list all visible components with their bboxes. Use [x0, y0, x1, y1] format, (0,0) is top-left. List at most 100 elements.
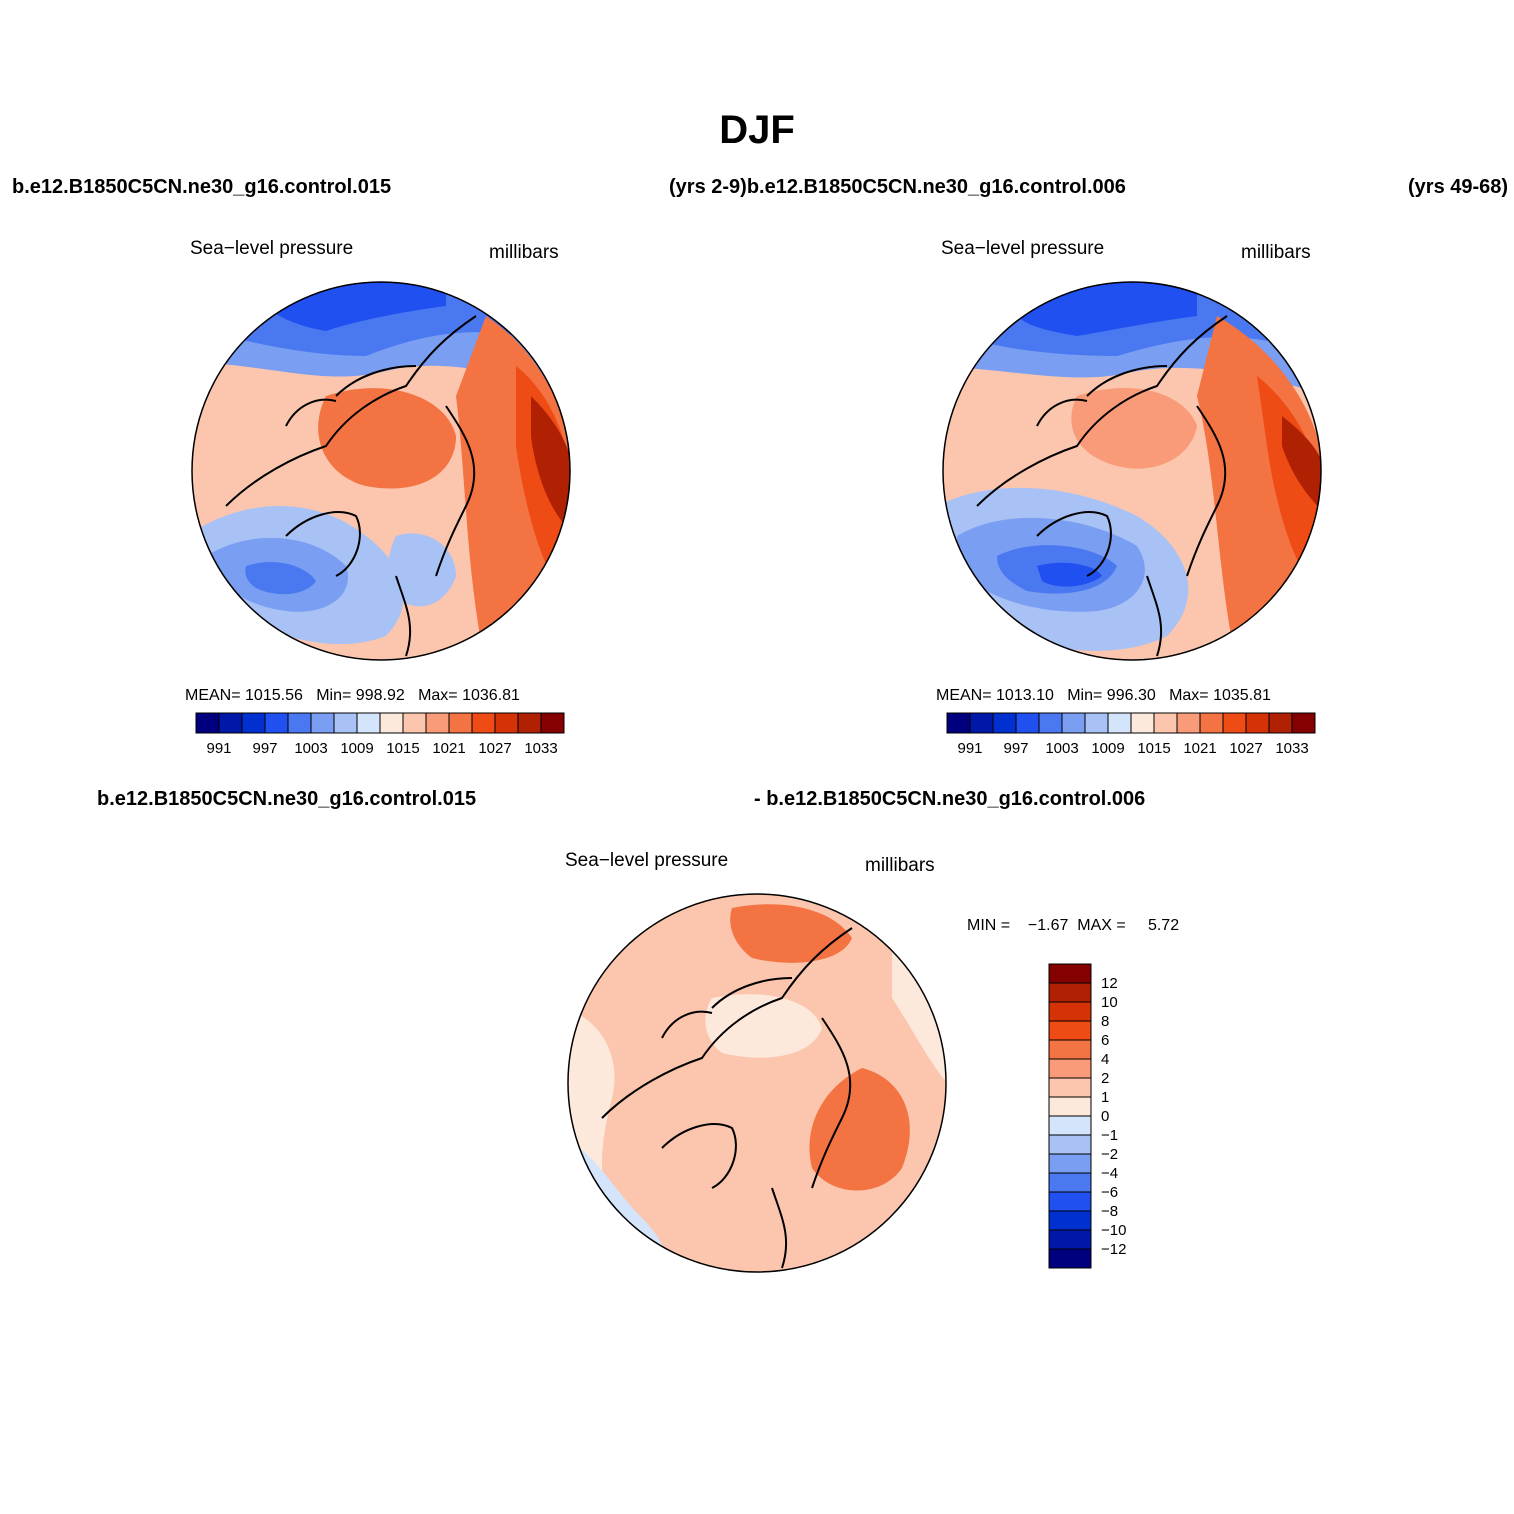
colorbar1-cell	[218, 712, 243, 734]
colorbar2-cell	[946, 712, 971, 734]
colorbar1-cell	[517, 712, 542, 734]
panel2-max-label: Max=	[1169, 687, 1209, 704]
colorbar1-label: 1015	[386, 740, 419, 757]
colorbar2-cell	[1268, 712, 1293, 734]
colorbar1-cell	[195, 712, 220, 734]
colorbar3-cell	[1048, 1039, 1092, 1060]
panel3-units-label: millibars	[865, 855, 935, 876]
diff-case-label-left: b.e12.B1850C5CN.ne30_g16.control.015	[97, 788, 477, 810]
map-panel-2	[942, 281, 1322, 661]
colorbar2-cell	[1015, 712, 1040, 734]
colorbar-panel-1: 991 997 1003 1009 1015 1021 1027 1033	[195, 712, 565, 757]
colorbar3-label: 8	[1101, 1013, 1109, 1030]
colorbar1-label: 1003	[294, 740, 327, 757]
colorbar3-cell	[1048, 1191, 1092, 1212]
panel1-units-label: millibars	[489, 242, 559, 263]
colorbar1-labels: 991 997 1003 1009 1015 1021 1027 1033	[206, 740, 557, 757]
colorbar3-cell	[1048, 1058, 1092, 1079]
colorbar3-cell	[1048, 1115, 1092, 1136]
map3-border	[567, 893, 947, 1273]
colorbar1-label: 1033	[524, 740, 557, 757]
colorbar3-label: −8	[1101, 1203, 1118, 1220]
panel2-max-value: 1035.81	[1213, 687, 1271, 704]
map2-border	[942, 281, 1322, 661]
colorbar3-label: −2	[1101, 1146, 1118, 1163]
colorbar2-cell	[1107, 712, 1132, 734]
map1-low-south-east	[388, 533, 456, 607]
colorbar2-label: 1027	[1229, 740, 1262, 757]
panel2-mean-label: MEAN=	[936, 687, 992, 704]
map3-high-north	[730, 904, 852, 963]
main-title: DJF	[719, 108, 795, 152]
colorbar3-cell	[1048, 1096, 1092, 1117]
colorbar3-cell	[1048, 1153, 1092, 1174]
diff-case-label-right: - b.e12.B1850C5CN.ne30_g16.control.006	[754, 788, 1146, 810]
map3-zero-center	[705, 994, 822, 1058]
colorbar2-label: 991	[957, 740, 982, 757]
colorbar1-cell	[379, 712, 404, 734]
colorbar1-label: 1027	[478, 740, 511, 757]
colorbar1-cell	[287, 712, 312, 734]
colorbar3-cell	[1048, 1172, 1092, 1193]
panel2-stats: MEAN= 1013.10 Min= 996.30 Max= 1035.81	[936, 687, 1271, 705]
colorbar1-label: 997	[252, 740, 277, 757]
colorbar2-cell	[1222, 712, 1247, 734]
colorbar3-cell	[1048, 1020, 1092, 1041]
panel1-variable-label: Sea−level pressure	[190, 238, 354, 259]
colorbar1-cell	[310, 712, 335, 734]
colorbar3-label: 1	[1101, 1089, 1109, 1106]
colorbar2-cell	[1130, 712, 1155, 734]
panel1-min-label: Min=	[316, 687, 352, 704]
colorbar3-cell	[1048, 1134, 1092, 1155]
colorbar2-cell	[1176, 712, 1201, 734]
colorbar2-label: 1021	[1183, 740, 1216, 757]
panel3-variable-label: Sea−level pressure	[565, 850, 729, 871]
colorbar2-cell	[1199, 712, 1224, 734]
panel1-stats: MEAN= 1015.56 Min= 998.92 Max= 1036.81	[185, 687, 520, 705]
colorbar3-cell	[1048, 1248, 1092, 1269]
panel2-units-label: millibars	[1241, 242, 1311, 263]
colorbar3-label: 4	[1101, 1051, 1109, 1068]
colorbar3-cell	[1048, 1077, 1092, 1098]
colorbar3-label: 12	[1101, 975, 1118, 992]
map2-high-center	[1071, 387, 1197, 469]
colorbar1-cells	[195, 712, 565, 734]
case-label-left: b.e12.B1850C5CN.ne30_g16.control.015	[12, 176, 392, 198]
map1-coastlines	[225, 315, 477, 657]
colorbar3-label: −1	[1101, 1127, 1118, 1144]
colorbar3-cell	[1048, 1001, 1092, 1022]
colorbar2-cell	[1153, 712, 1178, 734]
case-label-right: (yrs 49-68)	[1408, 176, 1509, 198]
colorbar2-label: 997	[1003, 740, 1028, 757]
colorbar1-cell	[540, 712, 565, 734]
colorbar1-label: 1009	[340, 740, 373, 757]
map2-low-south-deep	[1037, 562, 1102, 587]
colorbar1-cell	[264, 712, 289, 734]
colorbar2-cell	[992, 712, 1017, 734]
map1-high-center	[318, 388, 456, 489]
colorbar2-label: 1015	[1137, 740, 1170, 757]
panel1-min-value: 998.92	[355, 687, 405, 704]
map3-high-east	[809, 1068, 910, 1191]
panel3-minmax: MIN = −1.67 MAX = 5.72	[967, 917, 1180, 934]
colorbar3-label: 2	[1101, 1070, 1109, 1087]
colorbar2-cell	[1245, 712, 1270, 734]
colorbar3-label: −6	[1101, 1184, 1118, 1201]
colorbar3-cell	[1048, 1229, 1092, 1250]
map2-high-east-core	[1282, 416, 1321, 516]
colorbar1-cell	[425, 712, 450, 734]
map1-low-south-core	[245, 561, 316, 595]
colorbar1-label: 1021	[432, 740, 465, 757]
colorbar1-cell	[471, 712, 496, 734]
map2-coastlines	[976, 315, 1228, 657]
colorbar3-cell	[1048, 982, 1092, 1003]
colorbar3-label: −10	[1101, 1222, 1126, 1239]
colorbar2-label: 1003	[1045, 740, 1078, 757]
map3-zero-northeast	[892, 948, 946, 1088]
panel1-max-label: Max=	[418, 687, 458, 704]
colorbar3-cell	[1048, 963, 1092, 984]
colorbar3-label: −12	[1101, 1241, 1126, 1258]
colorbar2-cell	[1084, 712, 1109, 734]
